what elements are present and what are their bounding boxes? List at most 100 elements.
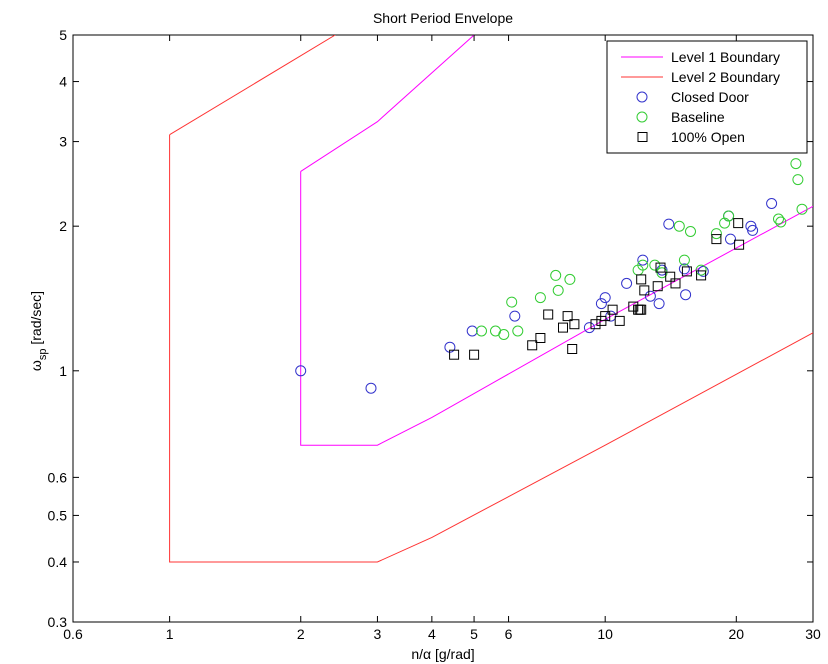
- baseline-point: [564, 273, 576, 285]
- 100-open-point: [655, 262, 666, 273]
- 100-open-point: [733, 218, 744, 229]
- baseline-point: [673, 220, 685, 232]
- x-tick-label: 3: [374, 626, 382, 642]
- baseline-point: [649, 259, 661, 271]
- baseline-point: [552, 284, 564, 296]
- closed-door-point: [680, 289, 692, 301]
- baseline-point: [498, 329, 510, 340]
- closed-door-point: [295, 365, 307, 377]
- 100-open-point: [600, 311, 611, 322]
- y-axis-label: ωsp [rad/sec]: [28, 291, 49, 371]
- baseline-point: [790, 158, 802, 170]
- closed-door-point: [747, 224, 759, 236]
- y-axis-label-sub: sp: [37, 349, 49, 361]
- legend-swatch-baseline: [636, 111, 648, 123]
- legend-box: [606, 40, 808, 154]
- y-tick-label: 0.3: [48, 614, 68, 630]
- y-tick-label: 3: [59, 134, 67, 150]
- x-tick-label: 4: [428, 626, 436, 642]
- x-tick-label: 30: [805, 626, 821, 642]
- x-tick-label: 1: [166, 626, 174, 642]
- 100-open-point: [527, 340, 538, 351]
- closed-door-point: [653, 298, 665, 310]
- 100-open-point: [558, 322, 568, 333]
- legend-label-level-2-boundary: Level 2 Boundary: [671, 69, 780, 85]
- closed-door-point: [595, 298, 607, 310]
- 100-open-point: [614, 315, 625, 326]
- level-1-boundary-upper: [300, 35, 475, 172]
- 100-open-point: [535, 333, 546, 343]
- baseline-point: [792, 174, 804, 186]
- y-axis-label-main: ω: [28, 360, 44, 371]
- 100-open-point: [665, 271, 676, 282]
- baseline-point: [678, 254, 690, 266]
- baseline-point: [685, 226, 696, 237]
- y-tick-label: 1: [59, 363, 67, 379]
- legend-label-baseline: Baseline: [671, 109, 725, 125]
- legend-swatch-100-open: [637, 132, 648, 142]
- x-axis-label: n/α [g/rad]: [411, 646, 474, 662]
- baseline-point: [710, 228, 722, 240]
- 100-open-point: [469, 349, 480, 360]
- y-tick-label: 2: [59, 218, 67, 234]
- baseline-point: [637, 259, 649, 271]
- 100-open-point: [562, 311, 573, 322]
- 100-open-point: [681, 266, 692, 277]
- closed-door-point: [644, 290, 656, 302]
- y-tick-label: 0.4: [48, 554, 68, 570]
- closed-door-point: [725, 233, 736, 245]
- y-axis-label-tail: [rad/sec]: [28, 291, 44, 349]
- baseline-point: [773, 213, 784, 225]
- legend-swatch-closed-door: [636, 91, 648, 103]
- 100-open-point: [639, 285, 650, 296]
- closed-door-point: [663, 218, 675, 230]
- baseline-point: [775, 216, 787, 228]
- 100-open-point: [636, 274, 647, 285]
- 100-open-point: [696, 270, 707, 281]
- x-tick-label: 10: [597, 626, 613, 642]
- legend-label-closed-door: Closed Door: [671, 89, 749, 105]
- 100-open-point: [543, 309, 554, 320]
- baseline-point: [506, 296, 518, 308]
- baseline-point: [512, 325, 524, 337]
- y-tick-label: 5: [59, 27, 67, 43]
- x-tick-label: 5: [470, 626, 478, 642]
- chart-title: Short Period Envelope: [373, 10, 513, 26]
- boundary-lines: [169, 35, 813, 563]
- closed-door-point: [509, 310, 521, 322]
- data-points: [295, 158, 808, 394]
- x-tick-label: 20: [729, 626, 745, 642]
- closed-door-point: [466, 325, 478, 337]
- y-tick-label: 0.5: [48, 507, 68, 523]
- 100-open-point: [607, 304, 618, 315]
- 100-open-point: [652, 281, 663, 292]
- x-tick-label: 6: [505, 626, 513, 642]
- 100-open-point: [734, 239, 745, 250]
- baseline-point: [695, 264, 707, 276]
- 100-open-point: [567, 344, 578, 354]
- 100-open-point: [569, 319, 580, 330]
- closed-door-point: [583, 322, 595, 334]
- 100-open-point: [670, 278, 681, 289]
- baseline-point: [550, 269, 562, 281]
- closed-door-point: [621, 277, 633, 289]
- x-tick-label: 0.6: [63, 626, 83, 642]
- 100-open-point: [449, 349, 460, 360]
- baseline-point: [723, 210, 735, 222]
- legend-label-level-1-boundary: Level 1 Boundary: [671, 49, 780, 65]
- y-tick-label: 0.6: [48, 469, 68, 485]
- 100-open-point: [636, 304, 647, 315]
- closed-door-point: [637, 254, 649, 266]
- level-2-boundary-upper: [169, 35, 336, 136]
- y-tick-label: 4: [59, 74, 67, 90]
- level-2-boundary-lower: [169, 134, 813, 563]
- baseline-point: [796, 203, 808, 215]
- legend: Level 1 Boundary Level 2 Boundary Closed D…: [606, 40, 808, 154]
- closed-door-point: [766, 198, 778, 209]
- level-1-boundary-lower: [300, 171, 813, 446]
- closed-door-point: [599, 292, 611, 304]
- 100-open-point: [590, 319, 601, 330]
- baseline-point: [534, 292, 546, 304]
- axis-ticks: 0.6 1 2 3 4 5 6 10 20 30 0.3 0.4 0.5 0.6 1 2 3 4 5: [48, 27, 821, 642]
